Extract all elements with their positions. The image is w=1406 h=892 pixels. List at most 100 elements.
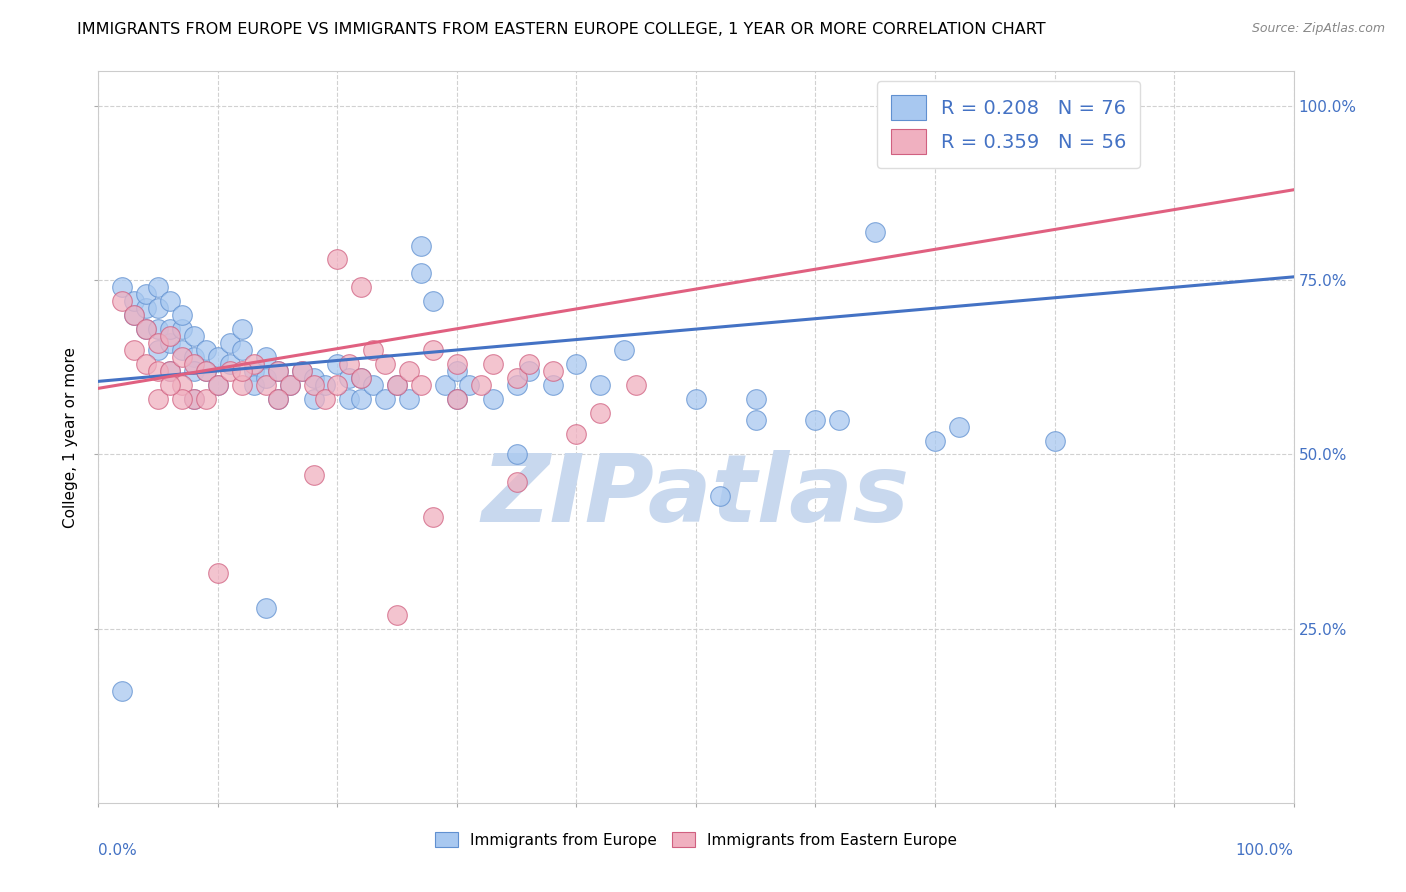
Point bbox=[291, 364, 314, 378]
Point bbox=[865, 225, 887, 239]
Point bbox=[339, 371, 361, 385]
Point bbox=[398, 364, 420, 378]
Point bbox=[172, 392, 194, 406]
Point bbox=[278, 377, 301, 392]
Point bbox=[135, 287, 157, 301]
Point bbox=[172, 343, 194, 357]
Point bbox=[183, 350, 205, 364]
Point bbox=[350, 280, 373, 294]
Point bbox=[148, 364, 170, 378]
Point bbox=[517, 357, 540, 371]
Point bbox=[350, 371, 373, 385]
Point bbox=[254, 371, 277, 385]
Point bbox=[135, 322, 157, 336]
Point bbox=[745, 412, 768, 426]
Point bbox=[411, 266, 433, 280]
Point bbox=[243, 357, 266, 371]
Point bbox=[411, 238, 433, 252]
Point bbox=[924, 434, 946, 448]
Point bbox=[506, 448, 529, 462]
Point bbox=[1043, 434, 1066, 448]
Point bbox=[398, 392, 420, 406]
Point bbox=[195, 364, 218, 378]
Point bbox=[374, 392, 396, 406]
Point bbox=[231, 364, 253, 378]
Point bbox=[363, 343, 385, 357]
Point bbox=[434, 377, 457, 392]
Point bbox=[254, 377, 277, 392]
Point bbox=[626, 377, 648, 392]
Point bbox=[183, 392, 205, 406]
Point bbox=[172, 308, 194, 322]
Point bbox=[183, 392, 205, 406]
Text: Source: ZipAtlas.com: Source: ZipAtlas.com bbox=[1251, 22, 1385, 36]
Point bbox=[446, 392, 468, 406]
Point bbox=[446, 357, 468, 371]
Point bbox=[195, 343, 218, 357]
Point bbox=[219, 364, 242, 378]
Point bbox=[446, 392, 468, 406]
Point bbox=[254, 350, 277, 364]
Point bbox=[481, 357, 505, 371]
Point bbox=[326, 252, 349, 267]
Point bbox=[804, 412, 827, 426]
Point bbox=[506, 377, 529, 392]
Point bbox=[385, 377, 409, 392]
Point bbox=[124, 343, 146, 357]
Point bbox=[159, 377, 181, 392]
Point bbox=[148, 301, 170, 316]
Point bbox=[278, 377, 301, 392]
Text: 0.0%: 0.0% bbox=[98, 843, 138, 858]
Point bbox=[302, 392, 325, 406]
Point bbox=[159, 294, 181, 309]
Point bbox=[243, 377, 266, 392]
Point bbox=[565, 426, 588, 441]
Point bbox=[231, 322, 253, 336]
Point bbox=[254, 600, 277, 615]
Point bbox=[124, 308, 146, 322]
Point bbox=[207, 377, 229, 392]
Point bbox=[589, 377, 612, 392]
Point bbox=[183, 357, 205, 371]
Point bbox=[470, 377, 492, 392]
Point bbox=[124, 308, 146, 322]
Point bbox=[589, 406, 612, 420]
Point bbox=[135, 322, 157, 336]
Point bbox=[207, 350, 229, 364]
Point bbox=[159, 364, 181, 378]
Point bbox=[148, 336, 170, 351]
Point bbox=[458, 377, 481, 392]
Text: 100.0%: 100.0% bbox=[1236, 843, 1294, 858]
Point bbox=[183, 329, 205, 343]
Point bbox=[302, 371, 325, 385]
Point bbox=[339, 357, 361, 371]
Point bbox=[291, 364, 314, 378]
Point bbox=[111, 684, 134, 698]
Point bbox=[350, 371, 373, 385]
Point bbox=[315, 392, 337, 406]
Point bbox=[422, 343, 444, 357]
Point bbox=[315, 377, 337, 392]
Point bbox=[135, 301, 157, 316]
Point bbox=[363, 377, 385, 392]
Point bbox=[111, 294, 134, 309]
Point bbox=[422, 510, 444, 524]
Point bbox=[422, 294, 444, 309]
Point bbox=[207, 377, 229, 392]
Point bbox=[195, 364, 218, 378]
Point bbox=[411, 377, 433, 392]
Point bbox=[148, 392, 170, 406]
Point bbox=[267, 392, 290, 406]
Y-axis label: College, 1 year or more: College, 1 year or more bbox=[63, 347, 79, 527]
Point bbox=[302, 468, 325, 483]
Point bbox=[541, 377, 564, 392]
Point bbox=[267, 364, 290, 378]
Point bbox=[172, 377, 194, 392]
Point bbox=[159, 322, 181, 336]
Point bbox=[159, 364, 181, 378]
Point bbox=[326, 357, 349, 371]
Point bbox=[159, 336, 181, 351]
Point bbox=[219, 336, 242, 351]
Point bbox=[565, 357, 588, 371]
Point bbox=[219, 357, 242, 371]
